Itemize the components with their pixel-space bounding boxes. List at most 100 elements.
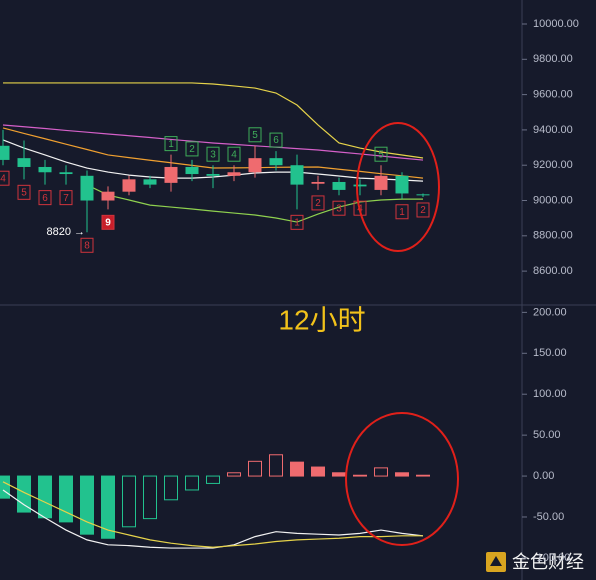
histogram-bar: [0, 475, 10, 499]
candle-body: [17, 158, 31, 167]
histogram-bar: [374, 467, 388, 477]
candle-body: [395, 175, 409, 194]
candle-body: [143, 179, 157, 185]
y-tick-label: -100.00: [533, 552, 570, 564]
candle-body: [269, 158, 283, 166]
indicator-line: [3, 82, 424, 159]
histogram-bar: [59, 475, 73, 523]
td-count-label: 9: [105, 217, 111, 228]
histogram-bar: [227, 472, 241, 477]
y-tick-label: 9600.00: [533, 89, 573, 101]
highlight-circle: [356, 122, 440, 252]
td-count-box: [59, 190, 73, 206]
candle-body: [311, 181, 325, 184]
y-tick-label: 200.00: [533, 306, 567, 318]
candle-body: [353, 184, 367, 187]
td-count-box: [269, 132, 283, 148]
td-count-box: [332, 200, 346, 216]
td-count-box: [38, 190, 52, 206]
y-tick-label: 9400.00: [533, 124, 573, 136]
y-tick-label: -50.00: [533, 511, 564, 523]
indicator-line: [86, 184, 423, 223]
candle-body: [164, 166, 178, 183]
histogram-bar: [332, 472, 346, 477]
td-count-label: 1: [294, 217, 300, 228]
candle-body: [101, 191, 115, 201]
indicator-line: [2, 124, 424, 161]
histogram-bar: [164, 475, 178, 501]
histogram-bar: [38, 475, 52, 519]
histogram-bar: [248, 460, 262, 477]
td-count-label: 6: [42, 193, 48, 204]
td-count-label: 3: [336, 203, 342, 214]
td-count-box: [395, 204, 409, 220]
td-count-label: 1: [168, 139, 174, 150]
watermark: 金色财经: [486, 552, 584, 572]
td-count-box: [374, 146, 388, 162]
candle-body: [374, 175, 388, 190]
candle-body: [38, 166, 52, 173]
td-count-box: [248, 127, 262, 143]
td-count-box: [206, 146, 220, 162]
td-count-box: [101, 214, 115, 230]
candle-body: [122, 179, 136, 192]
histogram-bar: [80, 475, 94, 535]
td-count-label: 5: [21, 187, 27, 198]
td-count-box: [416, 202, 430, 218]
histogram-bar: [290, 461, 304, 477]
period-label: 12小时: [278, 304, 365, 335]
td-count-label: 1: [399, 207, 405, 218]
candle-body: [332, 181, 346, 190]
histogram-bar: [143, 475, 157, 520]
histogram-bar: [311, 466, 325, 477]
td-count-box: [227, 146, 241, 162]
td-count-label: 2: [420, 205, 426, 216]
y-tick-label: 10000.00: [533, 18, 579, 30]
td-count-label: 7: [63, 193, 69, 204]
y-tick-label: 8600.00: [533, 265, 573, 277]
candle-body: [59, 172, 73, 175]
td-count-box: [80, 237, 94, 253]
y-tick-label: 8800.00: [533, 230, 573, 242]
histogram-bar: [269, 454, 283, 477]
y-tick-label: 9800.00: [533, 53, 573, 65]
candle-body: [248, 158, 262, 173]
td-count-label: 8: [84, 240, 90, 251]
td-count-box: [185, 141, 199, 157]
candle-body: [0, 145, 10, 160]
candle-body: [416, 194, 430, 196]
y-tick-label: 0.00: [533, 470, 554, 482]
watermark-text: 金色财经: [512, 552, 584, 572]
td-count-box: [164, 136, 178, 152]
td-count-box: [0, 170, 10, 186]
indicator-line: [2, 481, 423, 548]
histogram-bar: [122, 475, 136, 528]
candle-body: [185, 166, 199, 175]
histogram-bar: [206, 475, 220, 484]
td-count-box: [17, 184, 31, 200]
td-count-label: 3: [210, 149, 216, 160]
histogram-bar: [185, 475, 199, 491]
low-annotation: 8820 →: [46, 226, 85, 238]
histogram-bar: [353, 474, 367, 477]
td-count-label: 4: [0, 173, 6, 184]
indicator-line: [2, 489, 424, 549]
histogram-bar: [416, 474, 430, 477]
y-tick-label: 100.00: [533, 388, 567, 400]
candle-body: [290, 165, 304, 185]
td-count-label: 2: [315, 198, 321, 209]
td-count-label: 2: [189, 144, 195, 155]
td-count-box: [353, 200, 367, 216]
td-count-label: 4: [231, 149, 237, 160]
candle-body: [80, 175, 94, 201]
candle-body: [206, 174, 220, 176]
td-count-label: 5: [378, 149, 384, 160]
y-tick-label: 9200.00: [533, 159, 573, 171]
y-tick-label: 9000.00: [533, 194, 573, 206]
histogram-bar: [395, 472, 409, 477]
td-count-box: [290, 214, 304, 230]
candle-body: [227, 172, 241, 176]
